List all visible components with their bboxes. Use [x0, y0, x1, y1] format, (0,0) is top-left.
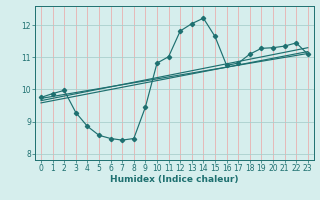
X-axis label: Humidex (Indice chaleur): Humidex (Indice chaleur)	[110, 175, 239, 184]
